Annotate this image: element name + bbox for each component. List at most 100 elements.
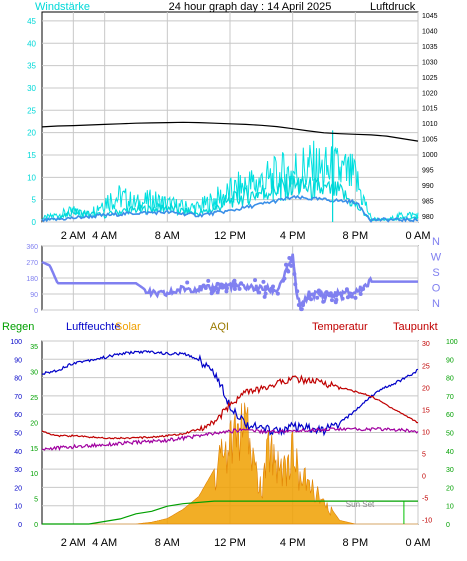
dewpoint-series <box>41 426 419 451</box>
wind-y-tick-label: 40 <box>27 39 36 48</box>
rain-y-tick-label: 5 <box>34 497 38 504</box>
temperature-y-tick-label: -10 <box>422 518 432 525</box>
wind-direction-point <box>299 307 304 312</box>
pressure-y-tick-label: 1030 <box>422 59 438 66</box>
climate-x-tick-label: 12 PM <box>214 537 246 549</box>
humidity-y-tick-label: 10 <box>14 504 22 511</box>
wind-direction-point <box>292 271 297 276</box>
secondary-y-tick-label: 90 <box>446 357 454 364</box>
wind-direction-point <box>257 290 262 295</box>
secondary-y-tick-label: 100 <box>446 339 458 346</box>
wind-y-tick-label: 20 <box>27 129 36 138</box>
climate-x-tick-label: 4 AM <box>92 537 117 549</box>
wind-direction-point <box>253 278 258 283</box>
page-title: 24 hour graph day : 14 April 2025 <box>169 1 332 13</box>
climate-x-tick-label: 4 PM <box>280 537 306 549</box>
wind-direction-point <box>349 294 354 299</box>
humidity-y-tick-label: 100 <box>10 339 22 346</box>
direction-compass-label: W <box>431 252 442 264</box>
pressure-y-tick-label: 1035 <box>422 44 438 51</box>
wind-direction-point <box>284 262 289 267</box>
rain-y-tick-label: 0 <box>34 522 38 529</box>
wind-x-tick-label: 12 PM <box>214 230 246 242</box>
rain-y-tick-label: 20 <box>30 420 38 427</box>
wind-average-series <box>41 194 419 223</box>
wind-direction-point <box>329 298 334 303</box>
wind-direction-point <box>263 285 268 290</box>
wind-y-tick-label: 30 <box>27 84 36 93</box>
wind-direction-series <box>41 253 418 311</box>
pressure-y-tick-label: 1025 <box>422 75 438 82</box>
pressure-y-tick-label: 1000 <box>422 152 438 159</box>
temperature-y-tick-label: 0 <box>422 473 426 480</box>
climate-x-tick-label: 8 AM <box>155 537 180 549</box>
temperature-y-tick-label: 15 <box>422 407 430 414</box>
wind-direction-point <box>239 281 244 286</box>
pressure-series <box>41 121 419 142</box>
legend-solar: Solar <box>115 321 141 333</box>
rain-y-tick-label: 10 <box>30 471 38 478</box>
wind-direction-point <box>296 302 301 307</box>
humidity-series <box>41 350 419 437</box>
wind-y-tick-label: 25 <box>27 106 36 115</box>
wind-x-tick-label: 8 PM <box>342 230 368 242</box>
secondary-y-tick-label: 40 <box>446 449 454 456</box>
rain-y-tick-label: 15 <box>30 446 38 453</box>
climate-x-tick-label: 8 PM <box>342 537 368 549</box>
legend-rain: Regen <box>2 321 34 333</box>
pressure-axis-label: Luftdruck <box>370 1 416 13</box>
solar-area-series <box>42 402 418 525</box>
wind-direction-point <box>224 283 229 288</box>
wind-direction-point <box>185 280 190 285</box>
rain-y-tick-label: 35 <box>30 344 38 351</box>
wind-direction-point <box>295 289 300 294</box>
pressure-y-tick-label: 1010 <box>422 121 438 128</box>
wind-direction-point <box>215 281 220 286</box>
wind-x-tick-label: 4 AM <box>92 230 117 242</box>
direction-compass-label: N <box>432 298 440 310</box>
direction-compass-label: O <box>432 283 441 295</box>
temperature-series <box>41 374 419 440</box>
sunset-annotation: Sun Set <box>346 500 375 509</box>
wind-y-tick-label: 10 <box>27 173 36 182</box>
humidity-y-tick-label: 70 <box>14 394 22 401</box>
wind-direction-point <box>224 289 229 294</box>
wind-y-tick-label: 5 <box>32 196 37 205</box>
temperature-y-tick-label: -5 <box>422 496 428 503</box>
wind-y-tick-label: 15 <box>27 151 36 160</box>
pressure-y-tick-label: 1020 <box>422 90 438 97</box>
pressure-y-tick-label: 995 <box>422 168 434 175</box>
wind-gust-series <box>41 140 419 222</box>
temperature-y-tick-label: 5 <box>422 451 426 458</box>
pressure-y-tick-label: 1005 <box>422 137 438 144</box>
wind-direction-point <box>293 282 298 287</box>
wind-x-tick-label: 8 AM <box>155 230 180 242</box>
legend-dewpoint: Taupunkt <box>393 321 438 333</box>
wind-direction-point <box>334 297 339 302</box>
wind-direction-point <box>220 285 225 290</box>
secondary-y-tick-label: 30 <box>446 467 454 474</box>
wind-direction-point <box>211 285 216 290</box>
humidity-y-tick-label: 30 <box>14 467 22 474</box>
wind-direction-point <box>206 278 211 283</box>
wind-y-tick-label: 0 <box>32 218 37 227</box>
wind-speed-series <box>41 174 419 222</box>
wind-y-tick-label: 45 <box>27 17 36 26</box>
wind-direction-point <box>286 269 291 274</box>
wind-direction-point <box>232 286 237 291</box>
climate-x-tick-label: 2 AM <box>61 537 86 549</box>
wind-direction-point <box>344 287 349 292</box>
humidity-y-tick-label: 90 <box>14 357 22 364</box>
wind-direction-point <box>315 295 320 300</box>
pressure-y-tick-label: 980 <box>422 214 434 221</box>
wind-direction-point <box>201 283 206 288</box>
rain-series <box>42 500 418 525</box>
legend-humidity: Luftfeuchte <box>66 321 120 333</box>
wind-direction-point <box>321 299 326 304</box>
climate-x-tick-label: 0 AM <box>405 537 430 549</box>
wind-direction-point <box>358 292 363 297</box>
secondary-y-tick-label: 0 <box>446 522 450 529</box>
wind-x-tick-label: 4 PM <box>280 230 306 242</box>
wind-x-tick-label: 2 AM <box>61 230 86 242</box>
